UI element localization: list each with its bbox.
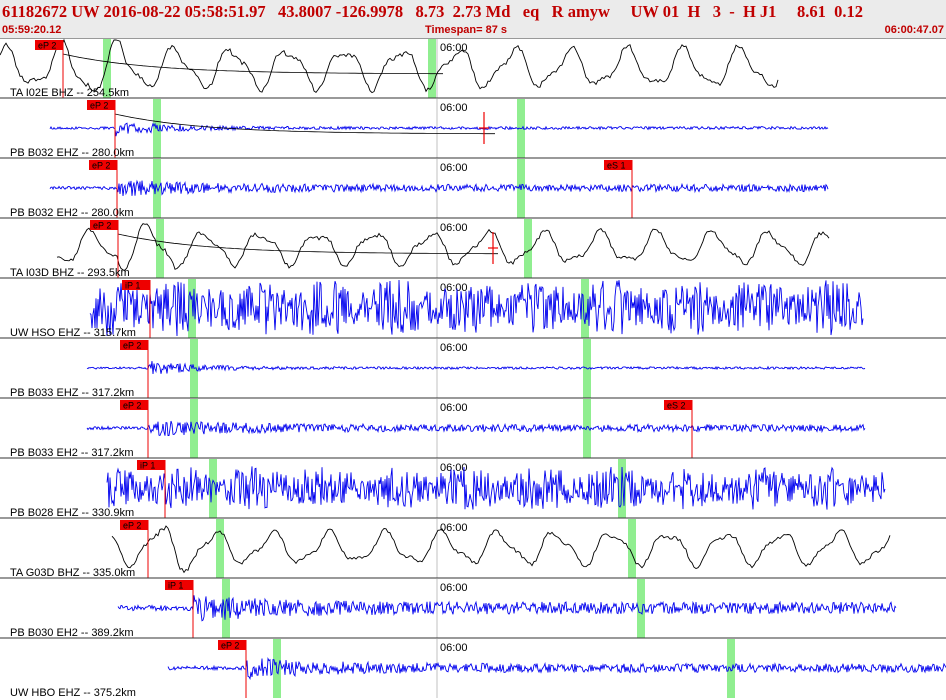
phase-marker	[581, 279, 589, 338]
phase-marker	[637, 579, 645, 638]
event-summary-line: 61182672 UW 2016-08-22 05:58:51.97 43.80…	[2, 2, 864, 21]
phase-pick-flag[interactable]	[165, 580, 193, 590]
trace-row[interactable]: 06:00 iP 1 PB B030 EH2 -- 389.2km	[0, 577, 946, 639]
minute-label: 06:00	[440, 402, 468, 414]
station-label: PB B030 EH2 -- 389.2km	[10, 627, 134, 639]
end-time-label: 06:00:47.07	[884, 24, 944, 36]
station-label: TA I02E BHZ -- 254.5km	[10, 87, 129, 99]
station-label: TA G03D BHZ -- 335.0km	[10, 567, 135, 579]
phase-pick-label: eP 2	[123, 341, 141, 351]
trace-row[interactable]: 06:00 eP 2 TA G03D BHZ -- 335.0km	[0, 517, 946, 579]
phase-marker	[190, 399, 198, 458]
minute-label: 06:00	[440, 162, 468, 174]
trace-row[interactable]: 06:00 eP 2 TA I02E BHZ -- 254.5km	[0, 38, 946, 99]
phase-pick-flag[interactable]	[87, 100, 115, 110]
station-label: PB B033 EH2 -- 317.2km	[10, 447, 134, 459]
waveform	[49, 122, 829, 137]
phase-pick-label: eP 2	[90, 101, 108, 111]
phase-marker	[153, 99, 161, 158]
phase-pick-label: eS 1	[607, 161, 626, 171]
trace-row[interactable]: 06:00 iP 1 UW HSO EHZ -- 315.7km	[0, 277, 946, 339]
station-label: UW HBO EHZ -- 375.2km	[10, 687, 136, 699]
station-label: TA I03D BHZ -- 293.5km	[10, 267, 130, 279]
phase-marker	[583, 399, 591, 458]
event-header-bar: 61182672 UW 2016-08-22 05:58:51.97 43.80…	[0, 0, 946, 38]
waveform	[89, 279, 864, 337]
trace-row[interactable]: 06:00 eP 2 eS 1 PB B032 EH2 -- 280.0km	[0, 157, 946, 219]
minute-label: 06:00	[440, 222, 468, 234]
phase-marker	[188, 279, 196, 338]
phase-marker	[428, 39, 436, 98]
phase-pick-label: eP 2	[38, 41, 56, 51]
phase-pick-flag[interactable]	[35, 40, 63, 50]
phase-pick-label: eS 2	[667, 401, 686, 411]
phase-pick-label: eP 2	[221, 641, 239, 651]
minute-label: 06:00	[440, 582, 468, 594]
minute-label: 06:00	[440, 642, 468, 654]
station-label: PB B032 EHZ -- 280.0km	[10, 147, 134, 159]
phase-marker	[618, 459, 626, 518]
minute-label: 06:00	[440, 342, 468, 354]
start-time-label: 05:59:20.12	[2, 24, 62, 36]
waveform	[49, 179, 829, 196]
phase-pick-flag[interactable]	[604, 160, 632, 170]
phase-pick-flag[interactable]	[120, 400, 148, 410]
station-label: PB B028 EHZ -- 330.9km	[10, 507, 134, 519]
timespan-label: Timespan= 87 s	[425, 24, 508, 36]
station-label: UW HSO EHZ -- 315.7km	[10, 327, 136, 339]
phase-marker	[209, 459, 217, 518]
trace-row[interactable]: 06:00 eP 2 eS 2 PB B033 EH2 -- 317.2km	[0, 397, 946, 459]
minute-label: 06:00	[440, 102, 468, 114]
phase-pick-label: eP 2	[123, 521, 141, 531]
phase-pick-flag[interactable]	[89, 160, 117, 170]
waveform	[111, 525, 891, 574]
waveform	[86, 361, 866, 375]
phase-pick-flag[interactable]	[122, 280, 150, 290]
waveform	[117, 595, 897, 622]
minute-label: 06:00	[440, 282, 468, 294]
seismogram-panel[interactable]: 06:00 eP 2 TA I02E BHZ -- 254.5km 06:00 eP 2…	[0, 38, 946, 700]
phase-pick-flag[interactable]	[664, 400, 692, 410]
coda-decay-curve	[117, 233, 498, 255]
phase-pick-flag[interactable]	[218, 640, 246, 650]
waveform	[56, 223, 830, 271]
coda-decay-curve	[114, 113, 495, 135]
phase-pick-flag[interactable]	[90, 220, 118, 230]
phase-pick-label: iP 1	[125, 281, 140, 291]
phase-pick-label: eP 2	[123, 401, 141, 411]
phase-marker	[156, 219, 164, 278]
coda-decay-curve	[62, 53, 443, 75]
phase-pick-label: iP 1	[168, 581, 183, 591]
minute-label: 06:00	[440, 522, 468, 534]
trace-row[interactable]: 06:00 eP 2 PB B032 EHZ -- 280.0km	[0, 97, 946, 159]
phase-pick-label: eP 2	[93, 221, 111, 231]
waveform	[167, 657, 946, 680]
station-label: PB B032 EH2 -- 280.0km	[10, 207, 134, 219]
minute-label: 06:00	[440, 42, 468, 54]
trace-row[interactable]: 06:00 eP 2 TA I03D BHZ -- 293.5km	[0, 217, 946, 279]
phase-marker	[628, 519, 636, 578]
phase-pick-label: iP 1	[140, 461, 155, 471]
phase-pick-flag[interactable]	[137, 460, 165, 470]
phase-pick-flag[interactable]	[120, 520, 148, 530]
station-label: PB B033 EHZ -- 317.2km	[10, 387, 134, 399]
phase-pick-flag[interactable]	[120, 340, 148, 350]
phase-marker	[216, 519, 224, 578]
waveform	[0, 38, 779, 94]
phase-marker	[727, 639, 735, 698]
phase-marker	[524, 219, 532, 278]
phase-pick-label: eP 2	[92, 161, 110, 171]
trace-row[interactable]: 06:00 eP 2 PB B033 EHZ -- 317.2km	[0, 337, 946, 399]
trace-row[interactable]: 06:00 eP 2 UW HBO EHZ -- 375.2km	[0, 637, 946, 699]
waveform	[106, 466, 886, 510]
waveform	[86, 420, 866, 437]
phase-marker	[103, 39, 111, 98]
